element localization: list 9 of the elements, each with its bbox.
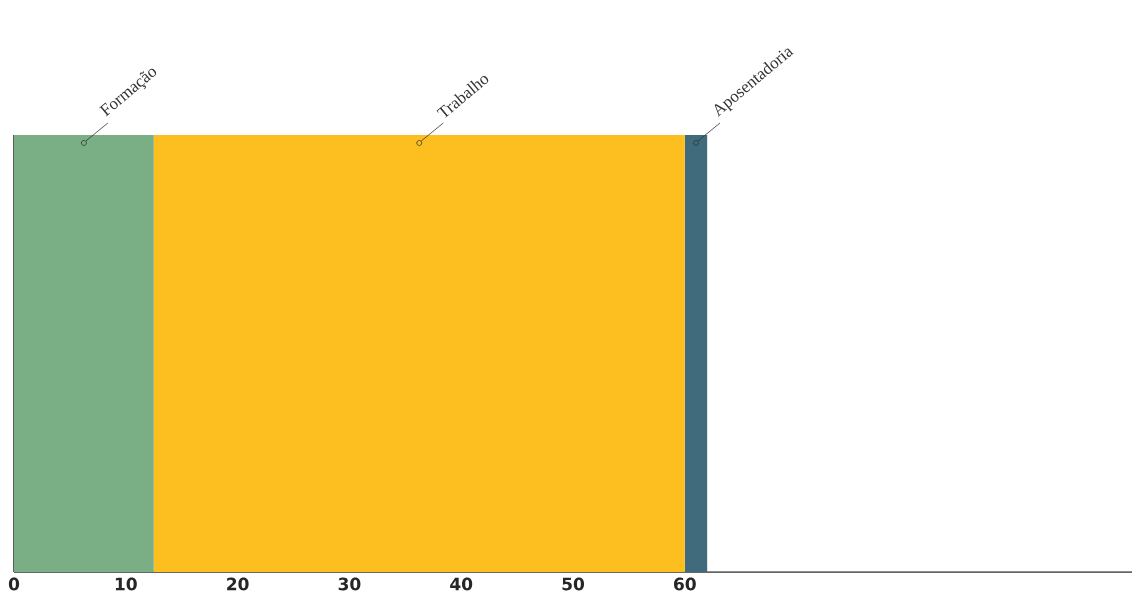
x-tick-label: 10	[115, 577, 137, 591]
x-tick-label: 20	[227, 577, 249, 591]
x-tick-label: 40	[450, 577, 473, 591]
x-tick-label: 50	[562, 577, 585, 591]
bar	[153, 135, 685, 572]
bar	[684, 135, 708, 572]
x-tick-label: 60	[674, 577, 696, 591]
x-tick-label: 30	[338, 577, 361, 591]
x-tick-label: 0	[8, 577, 20, 591]
